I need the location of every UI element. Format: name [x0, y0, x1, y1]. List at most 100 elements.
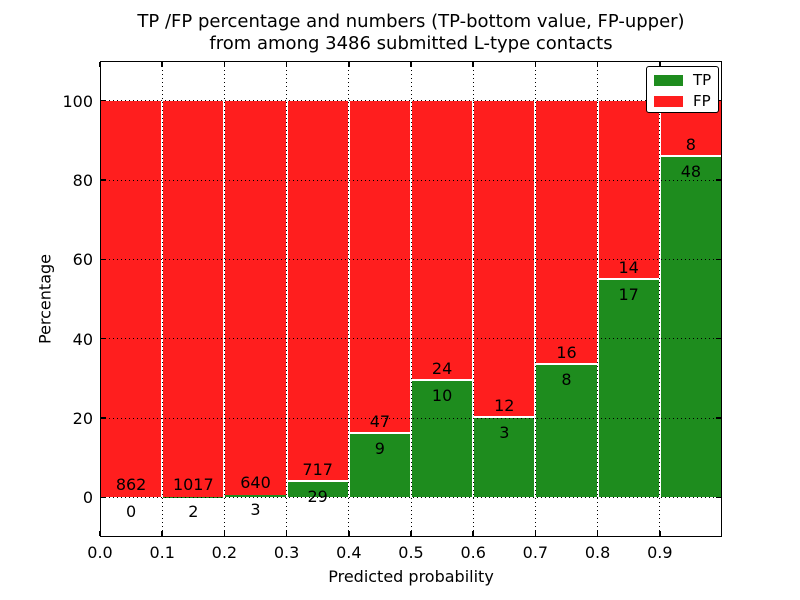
x-tick-bottom	[285, 530, 288, 536]
tp-count-label-4: 9	[374, 438, 385, 458]
x-tick-top	[596, 62, 599, 68]
bar-fp-segment-1	[163, 100, 224, 497]
legend-box: TP FP	[646, 66, 719, 113]
bar-fp-segment-7	[536, 100, 597, 364]
legend-swatch-tp	[654, 75, 683, 86]
x-tick-bottom	[223, 530, 226, 536]
fp-count-label-4: 47	[369, 411, 391, 431]
x-tick-bottom	[534, 530, 537, 536]
y-tick-left	[101, 179, 107, 181]
y-tick-left	[101, 337, 107, 340]
y-tick-right	[715, 258, 721, 261]
bar-fp-segment-4	[349, 100, 410, 432]
gridline-vertical	[534, 62, 536, 536]
tp-count-label-9: 48	[680, 162, 702, 182]
chart-title-line1: TP /FP percentage and numbers (TP-bottom…	[137, 11, 685, 32]
x-tick-top	[223, 62, 226, 68]
bar-fp-segment-3	[287, 100, 348, 480]
fp-count-label-6: 12	[494, 396, 515, 415]
bar-tp-segment-8	[598, 279, 659, 498]
bar-tp-segment-9	[660, 157, 721, 498]
bar-tp-segment-4	[349, 433, 410, 498]
x-tick-label: 0.2	[211, 543, 238, 562]
tp-count-label-5: 10	[431, 385, 453, 405]
y-tick-left	[101, 496, 107, 499]
bar-tp-segment-5	[412, 380, 473, 498]
legend-swatch-fp	[654, 96, 683, 107]
tp-count-label-3: 29	[307, 486, 328, 506]
x-tick-bottom	[596, 530, 599, 536]
x-tick-label: 0.7	[522, 543, 549, 562]
fp-count-label-1: 1017	[172, 474, 214, 494]
fp-count-label-8: 14	[618, 257, 639, 277]
x-axis-title: Predicted probability	[328, 567, 494, 586]
x-tick-label: 0.9	[647, 543, 673, 562]
tp-count-label-7: 8	[561, 370, 572, 390]
y-tick-left	[101, 99, 107, 102]
y-tick-label: 60	[72, 250, 93, 270]
gridline-vertical	[410, 62, 412, 536]
fp-count-label-5: 24	[431, 358, 453, 378]
y-tick-right	[715, 417, 721, 419]
gridline-vertical	[597, 62, 599, 536]
bar-fp-segment-2	[225, 100, 286, 496]
y-tick-label: 0	[82, 488, 93, 508]
x-tick-label: 0.1	[149, 543, 175, 562]
x-tick-label: 0.0	[87, 543, 113, 562]
x-tick-label: 0.6	[460, 543, 486, 562]
x-tick-top	[348, 62, 350, 68]
plot-frame	[100, 61, 722, 537]
x-tick-top	[659, 62, 661, 68]
x-tick-label: 0.8	[584, 543, 611, 562]
y-tick-label: 80	[72, 171, 93, 190]
fp-count-label-3: 717	[302, 459, 333, 479]
gridline-vertical	[659, 62, 661, 536]
gridline-vertical	[286, 62, 288, 536]
y-tick-left	[101, 417, 107, 419]
x-tick-label: 0.5	[398, 543, 424, 562]
bar-tp-segment-6	[474, 418, 535, 498]
gridline-vertical	[223, 62, 225, 536]
x-tick-bottom	[161, 530, 163, 536]
y-tick-label: 20	[72, 409, 93, 428]
legend-label-fp: FP	[693, 92, 711, 110]
legend-entry-tp: TP	[647, 71, 718, 89]
y-tick-left	[101, 258, 107, 261]
y-tick-right	[715, 179, 721, 181]
bar-tp-segment-3	[287, 481, 348, 498]
y-tick-right	[715, 496, 721, 499]
x-tick-bottom	[472, 530, 474, 536]
tp-count-label-2: 3	[250, 500, 261, 520]
x-tick-bottom	[659, 530, 661, 536]
tp-count-label-0: 0	[126, 502, 137, 522]
chart-title: TP /FP percentage and numbers (TP-bottom…	[137, 11, 684, 55]
tp-count-label-6: 3	[499, 423, 510, 442]
chart-title-line2: from among 3486 submitted L-type contact…	[209, 33, 613, 54]
fp-count-label-2: 640	[240, 473, 271, 493]
gridline-vertical	[472, 62, 474, 536]
x-tick-bottom	[348, 530, 350, 536]
bar-fp-segment-0	[101, 100, 162, 498]
bar-tp-segment-7	[536, 365, 597, 498]
y-tick-right	[715, 337, 721, 340]
x-tick-top	[99, 62, 101, 68]
x-tick-top	[161, 62, 163, 68]
bar-tp-segment-2	[225, 495, 286, 498]
fp-count-label-7: 16	[556, 343, 577, 363]
x-tick-top	[285, 62, 288, 68]
x-tick-label: 0.3	[273, 543, 300, 562]
y-tick-label: 100	[62, 91, 93, 111]
y-tick-label: 40	[72, 329, 93, 349]
x-tick-label: 0.4	[336, 543, 362, 562]
bar-fp-segment-8	[598, 100, 659, 278]
x-tick-top	[534, 62, 537, 68]
x-tick-top	[472, 62, 474, 68]
x-tick-top	[410, 62, 412, 68]
x-tick-bottom	[99, 530, 101, 536]
x-tick-bottom	[410, 530, 412, 536]
tp-count-label-1: 2	[188, 501, 199, 521]
bar-fp-segment-6	[474, 100, 535, 416]
legend-entry-fp: FP	[647, 92, 718, 110]
gridline-vertical	[348, 62, 350, 536]
